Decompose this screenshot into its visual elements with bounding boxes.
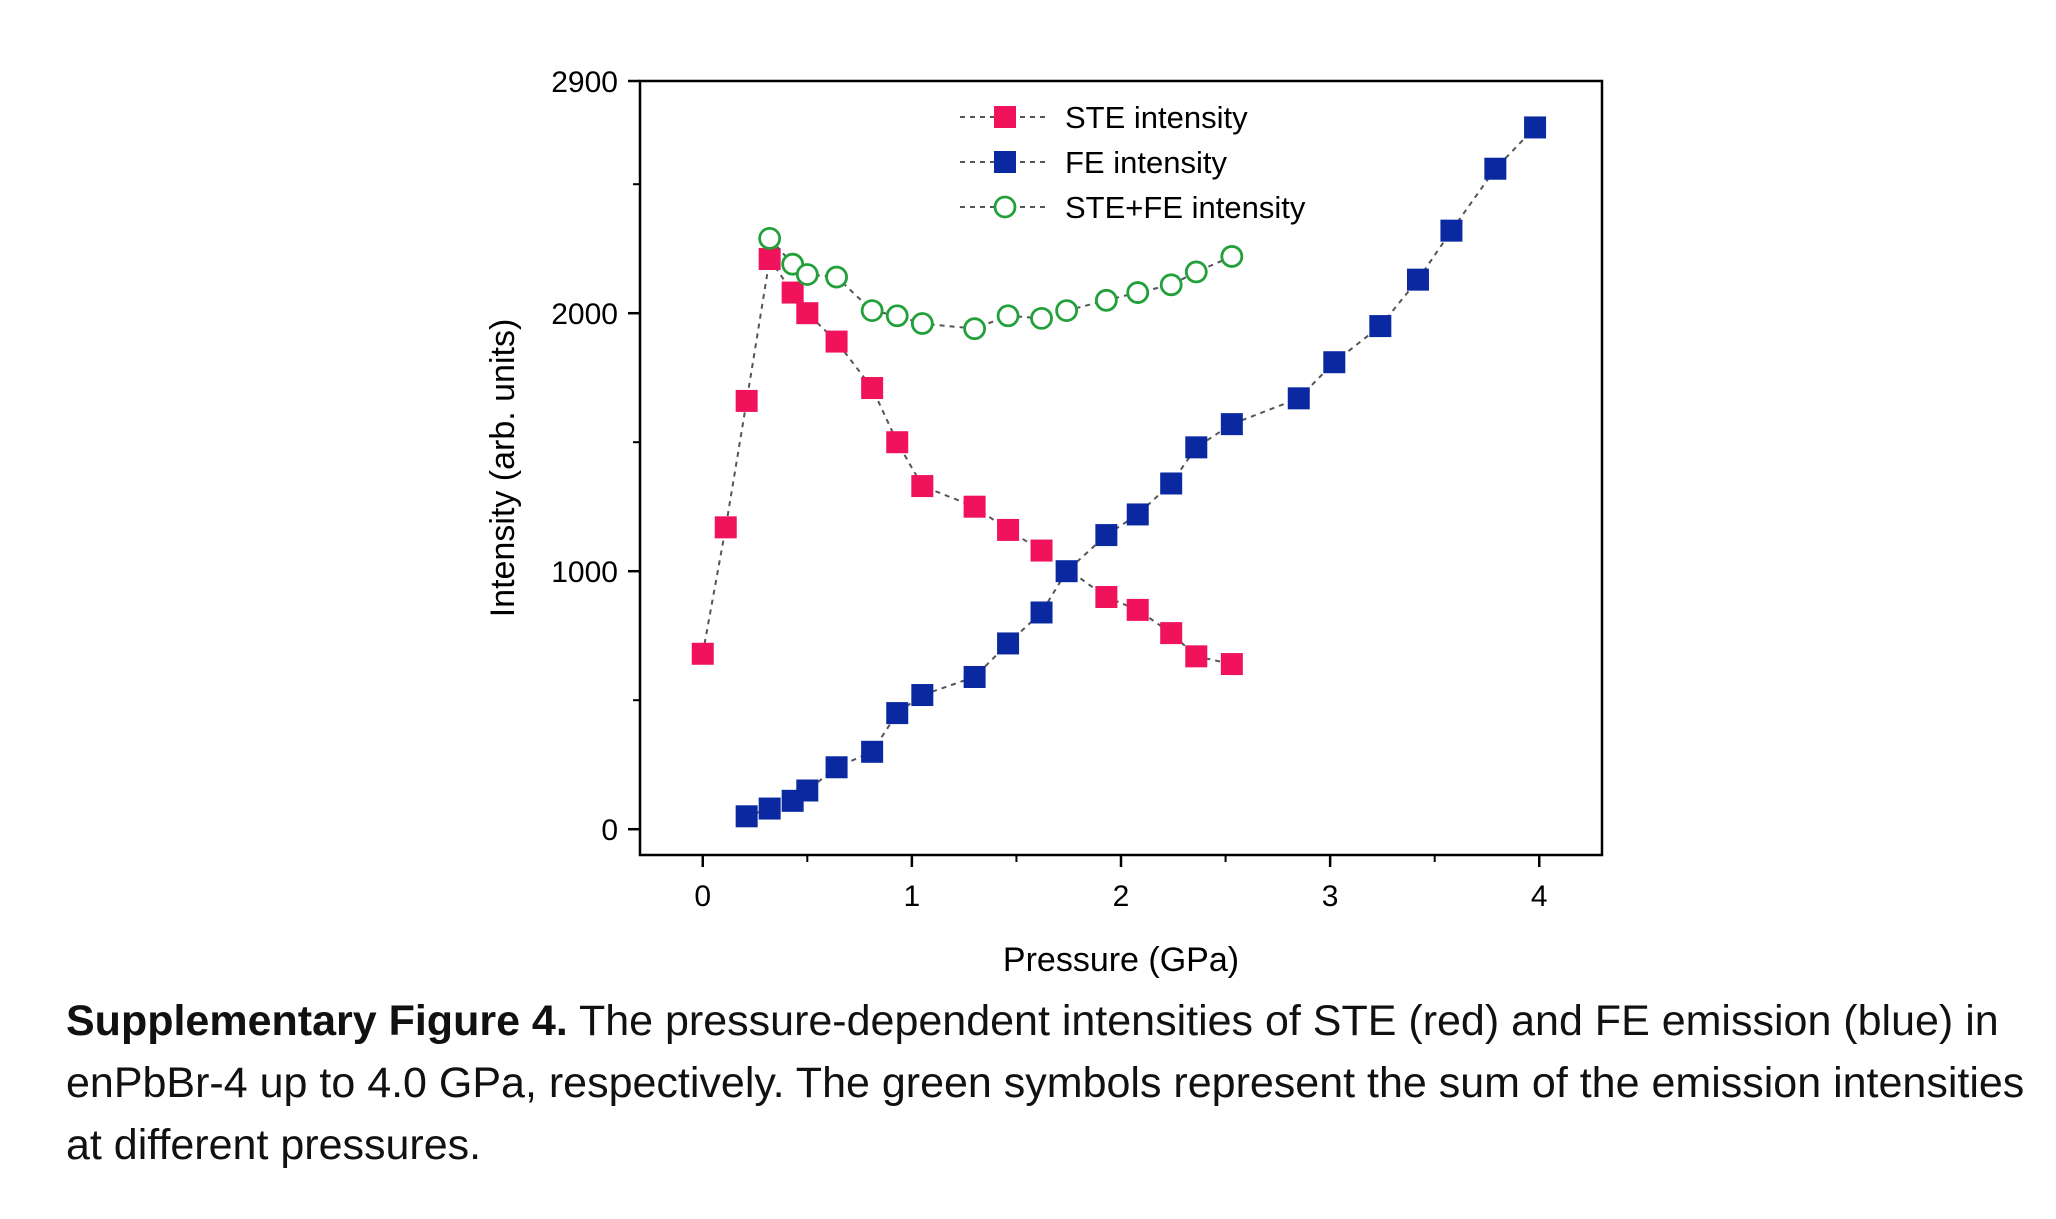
data-point [911,684,934,707]
data-point [735,389,758,412]
data-point [1055,560,1078,583]
x-tick-label: 3 [1322,880,1339,913]
data-point [1220,413,1243,436]
data-point [735,805,758,828]
x-tick-label: 4 [1531,880,1548,913]
series-line [768,237,1233,330]
data-point [1323,351,1346,374]
data-point [997,632,1020,655]
data-point [860,299,884,323]
data-point [1126,598,1149,621]
data-point [1126,281,1150,304]
data-point [963,317,987,341]
axes: 0 1 2 3 4 0 1000 2000 2900 [551,66,1547,913]
x-axis-label: Pressure (GPa) [1003,941,1239,979]
data-point [1095,586,1118,608]
data-point [1287,387,1310,410]
data-point [825,330,848,353]
legend-marker [994,106,1016,128]
y-tick-label: 2000 [551,298,618,331]
data-point [996,304,1020,328]
data-point [781,281,804,304]
data-point [1184,260,1208,284]
data-point [825,265,848,289]
legend-label: STE+FE intensity [1065,190,1306,225]
data-point [911,475,934,498]
x-tick-label: 1 [904,880,921,913]
series-line [701,256,1233,666]
data-point [1094,288,1118,312]
y-axis-label: Intensity (arb. units) [484,319,522,618]
series-line [746,126,1536,818]
data-point [963,665,986,688]
data-point [1030,601,1053,624]
data-point [1220,245,1244,268]
figure-caption: Supplementary Figure 4. The pressure-dep… [66,990,2026,1176]
data-point [963,495,986,518]
data-point [1095,524,1118,547]
caption-text: The pressure-dependent intensities of ST… [66,997,2025,1169]
data-point [1030,306,1053,330]
data-point [758,797,781,820]
data-point [997,518,1020,541]
y-tick-label: 2900 [551,66,618,99]
data-point [796,302,819,325]
legend: STE intensity FE intensity STE+FE intensit… [960,100,1306,225]
legend-marker [994,151,1016,173]
data-point [796,779,819,802]
y-tick-label: 1000 [551,556,618,589]
data-point [1160,472,1183,495]
legend-label: FE intensity [1065,145,1227,180]
data-point [714,516,737,539]
data-point [1185,645,1208,668]
legend-marker [993,195,1017,219]
y-tick-label: 0 [601,814,618,847]
legend-label: STE intensity [1065,100,1248,135]
data-point [1185,436,1208,459]
plot-content [691,116,1547,828]
x-tick-label: 2 [1113,880,1130,913]
data-point [1030,539,1053,562]
data-point [1126,503,1149,526]
data-point [1406,268,1429,291]
data-point [691,642,714,665]
data-point [886,702,909,725]
caption-label: Supplementary Figure 4. [66,997,568,1045]
data-point [1160,622,1183,645]
data-point [861,377,884,400]
data-point [1055,299,1079,323]
data-point [910,312,934,335]
x-tick-label: 0 [694,880,711,913]
chart: 0 1 2 3 4 0 1000 2000 2900 STE intensity FE inten… [484,66,1604,979]
data-point [1369,315,1392,338]
data-point [1159,273,1183,297]
data-point [1220,653,1243,676]
data-point [758,226,782,250]
data-point [861,740,884,763]
data-point [825,756,848,779]
data-point [885,304,909,328]
data-point [1440,219,1463,242]
data-point [758,248,781,271]
data-point [795,263,819,286]
data-point [1524,116,1547,139]
data-point [886,431,909,454]
data-point [1484,157,1507,180]
